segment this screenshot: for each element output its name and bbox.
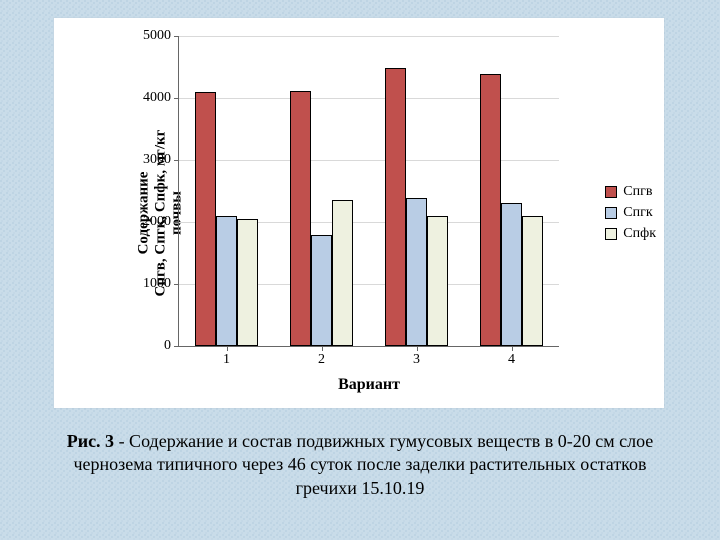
x-tick-label: 3 xyxy=(413,352,420,368)
legend-label: Спгв xyxy=(623,184,652,200)
x-tick-mark xyxy=(417,346,418,351)
x-tick-mark xyxy=(512,346,513,351)
y-tick-mark xyxy=(174,160,179,161)
x-tick-label: 4 xyxy=(508,352,515,368)
y-tick-label: 0 xyxy=(164,338,171,354)
legend-label: Спгк xyxy=(623,205,652,221)
page: Содержание Спгв, Спгк, Спфк, мг/кг почвы… xyxy=(0,0,720,540)
x-axis-label: Вариант xyxy=(179,376,559,394)
y-tick-mark xyxy=(174,346,179,347)
y-tick-mark xyxy=(174,284,179,285)
bar xyxy=(406,198,427,346)
y-tick-label: 5000 xyxy=(143,28,171,44)
caption-text: - Содержание и состав подвижных гумусовы… xyxy=(73,431,653,498)
bar xyxy=(311,235,332,346)
legend-item: Спгв xyxy=(605,184,656,200)
bar xyxy=(501,203,522,346)
x-tick-mark xyxy=(322,346,323,351)
x-tick-label: 2 xyxy=(318,352,325,368)
bar xyxy=(216,216,237,346)
bar xyxy=(195,92,216,346)
bar xyxy=(290,91,311,346)
bar xyxy=(237,219,258,346)
y-tick-mark xyxy=(174,222,179,223)
x-tick-mark xyxy=(227,346,228,351)
y-tick-label: 1000 xyxy=(143,276,171,292)
legend-item: Спгк xyxy=(605,205,656,221)
bar xyxy=(332,200,353,346)
bar xyxy=(522,216,543,346)
bar xyxy=(480,74,501,346)
grid-line xyxy=(179,160,559,161)
y-tick-mark xyxy=(174,98,179,99)
grid-line xyxy=(179,98,559,99)
grid-line xyxy=(179,36,559,37)
chart-container: Содержание Спгв, Спгк, Спфк, мг/кг почвы… xyxy=(54,18,664,408)
y-tick-label: 2000 xyxy=(143,214,171,230)
legend-swatch xyxy=(605,186,617,198)
x-tick-label: 1 xyxy=(223,352,230,368)
legend-swatch xyxy=(605,228,617,240)
bar xyxy=(385,68,406,346)
figure-caption: Рис. 3 - Содержание и состав подвижных г… xyxy=(50,430,670,500)
bar xyxy=(427,216,448,346)
y-tick-label: 4000 xyxy=(143,90,171,106)
chart-legend: Спгв Спгк Спфк xyxy=(605,179,656,247)
caption-prefix: Рис. 3 xyxy=(67,431,114,451)
legend-item: Спфк xyxy=(605,226,656,242)
legend-swatch xyxy=(605,207,617,219)
y-tick-label: 3000 xyxy=(143,152,171,168)
y-tick-mark xyxy=(174,36,179,37)
legend-label: Спфк xyxy=(623,226,656,242)
plot-area: Вариант 0100020003000400050001234 xyxy=(178,36,559,347)
